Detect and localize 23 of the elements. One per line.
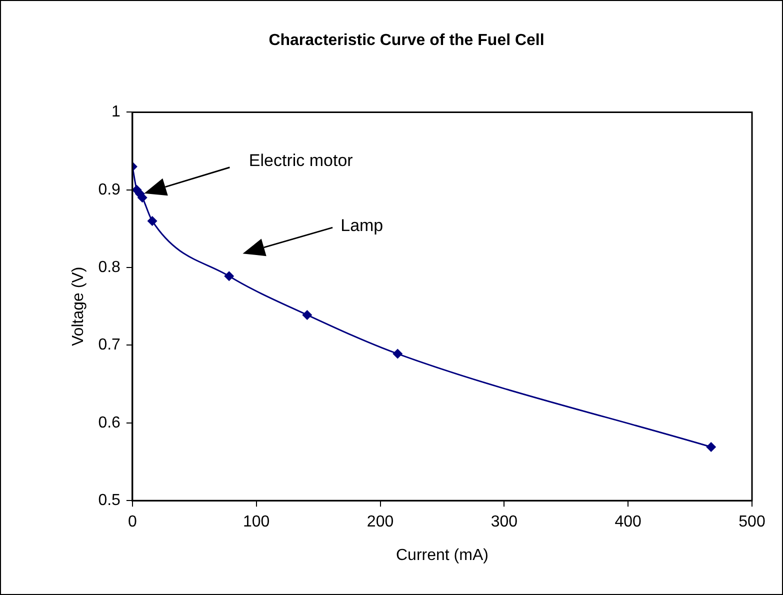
- annotation: Electric motor: [248, 151, 354, 170]
- y-tick-label: 1: [112, 104, 121, 121]
- y-tick-label: 0.6: [98, 414, 121, 432]
- x-tick-label: 0: [128, 514, 137, 531]
- point: [147, 216, 158, 226]
- x-tick-label: 500: [738, 514, 766, 531]
- x-tick-label: 300: [490, 514, 518, 531]
- x-axis-title: Current (mA): [396, 546, 488, 564]
- y-axis-title: Voltage (V): [70, 266, 88, 346]
- y-tick-label: 0.7: [98, 336, 121, 354]
- x-tick-label: 400: [614, 514, 642, 531]
- point: [224, 271, 234, 282]
- x-tick-label: 100: [243, 514, 270, 531]
- point: [392, 348, 403, 359]
- point: [706, 442, 716, 452]
- annotation: Lamp: [340, 216, 384, 236]
- chart-title: Characteristic Curve of the Fuel Cell: [268, 32, 544, 50]
- y-tick-label: 0.9: [98, 181, 121, 198]
- x-tick-label: 200: [366, 514, 394, 531]
- y-tick-label: 0.8: [98, 258, 121, 276]
- point: [302, 310, 312, 320]
- y-tick-label: 0.5: [98, 492, 121, 510]
- point: [137, 192, 148, 203]
